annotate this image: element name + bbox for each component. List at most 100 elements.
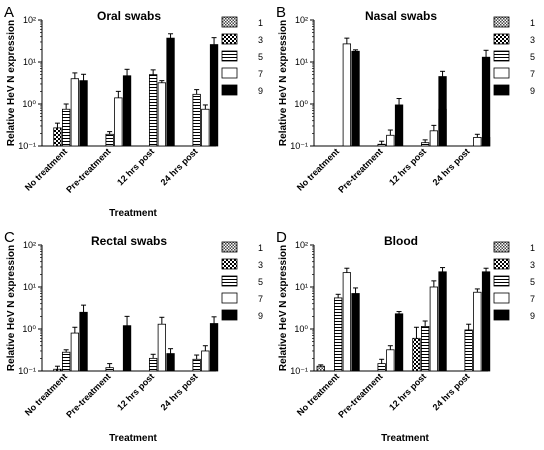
legend-label: 1 (258, 18, 263, 28)
legend-label: 9 (258, 311, 263, 321)
y-tick-label: 10¹ (295, 57, 308, 67)
legend-swatch-3 (493, 258, 510, 270)
legend-label: 9 (530, 86, 535, 96)
bar-9 (79, 80, 88, 147)
y-tick-label: 10⁰ (22, 99, 36, 109)
bar-9 (351, 50, 360, 147)
x-category-label: 12 hrs post (387, 371, 428, 412)
panel-title: Oral swabs (97, 9, 161, 23)
bar-7 (201, 350, 210, 372)
x-category-label: 12 hrs post (387, 146, 428, 187)
panel-letter: C (4, 229, 15, 246)
panel-title: Nasal swabs (365, 9, 437, 23)
legend-swatch-3 (221, 258, 238, 270)
legend-swatch-7 (493, 67, 510, 79)
bar-9 (79, 311, 88, 372)
panel-letter: D (276, 229, 287, 246)
legend-label: 5 (530, 52, 535, 62)
bar-9 (438, 271, 447, 372)
bar-9 (166, 353, 175, 372)
bar-5 (420, 326, 430, 372)
x-category-label: 24 hrs post (159, 146, 200, 187)
bar-7 (342, 43, 351, 147)
y-tick-label: 10⁻¹ (18, 141, 36, 151)
y-tick-label: 10² (23, 15, 36, 25)
x-category-label: Pre-treatment (336, 371, 384, 419)
legend-swatch-1 (493, 16, 510, 28)
x-category-label: 24 hrs post (431, 146, 472, 187)
x-category-label: 24 hrs post (431, 371, 472, 412)
y-axis-label: Relative HeV N expression (278, 20, 289, 146)
bar-9 (394, 313, 404, 372)
x-category-label: No treatment (295, 146, 341, 192)
legend-swatch-7 (221, 67, 238, 79)
panel-a: A Oral swabs Relative HeV N expression 10⁻¹… (4, 4, 263, 219)
bar-7 (70, 78, 79, 147)
legend-label: 1 (530, 243, 535, 253)
bar-9 (209, 44, 219, 147)
bar-9 (166, 37, 175, 147)
legend-swatch-9 (493, 309, 510, 321)
y-tick-label: 10⁻¹ (18, 366, 36, 376)
bar-5 (148, 357, 158, 372)
panel-title: Rectal swabs (91, 234, 167, 248)
bar-9 (394, 104, 404, 147)
y-tick-label: 10⁻¹ (290, 141, 308, 151)
panel-title: Blood (384, 234, 418, 248)
legend-swatch-1 (493, 241, 510, 253)
y-tick-label: 10² (23, 240, 36, 250)
x-axis-label: Treatment (381, 433, 429, 444)
x-category-label: 12 hrs post (115, 146, 156, 187)
bar-5 (377, 143, 386, 147)
bar-5 (334, 297, 343, 372)
bar-9 (438, 76, 447, 147)
legend-swatch-1 (221, 241, 238, 253)
y-tick-label: 10⁰ (294, 99, 308, 109)
bar-9 (122, 325, 132, 372)
panel-b: B Nasal swabs Relative HeV N expression 10⁻… (276, 4, 535, 195)
legend-swatch-3 (221, 33, 238, 45)
bar-9 (209, 323, 219, 372)
legend-swatch-7 (221, 292, 238, 304)
x-category-label: 24 hrs post (159, 371, 200, 412)
bar-5 (62, 108, 71, 147)
y-tick-label: 10¹ (23, 282, 36, 292)
y-tick-label: 10¹ (295, 282, 308, 292)
legend-label: 5 (530, 277, 535, 287)
y-tick-label: 10⁻¹ (290, 366, 308, 376)
x-category-label: No treatment (23, 371, 69, 417)
legend-label: 5 (258, 52, 263, 62)
y-tick-label: 10⁰ (294, 324, 308, 334)
bar-5 (148, 74, 158, 147)
bar-7 (386, 134, 395, 147)
y-axis-label: Relative HeV N expression (278, 245, 289, 371)
bar-7 (429, 286, 439, 372)
x-category-label: Pre-treatment (64, 371, 112, 419)
legend-label: 9 (258, 86, 263, 96)
panel-letter: B (276, 4, 286, 21)
bar-5 (192, 358, 201, 372)
bar-9 (481, 271, 491, 372)
bar-7 (429, 130, 439, 147)
legend-swatch-3 (493, 33, 510, 45)
bar-3 (53, 368, 62, 372)
bar-5 (105, 367, 114, 372)
y-axis-label: Relative HeV N expression (6, 245, 17, 371)
y-axis-label: Relative HeV N expression (6, 20, 17, 146)
x-category-label: No treatment (23, 146, 69, 192)
panel-letter: A (4, 4, 14, 21)
bar-7 (473, 137, 482, 147)
bar-5 (192, 93, 201, 147)
bar-7 (386, 349, 395, 372)
x-category-label: Pre-treatment (64, 146, 112, 194)
bar-7 (70, 332, 79, 372)
legend-label: 1 (258, 243, 263, 253)
legend-swatch-7 (493, 292, 510, 304)
legend-swatch-9 (221, 84, 238, 96)
y-tick-label: 10⁰ (22, 324, 36, 334)
legend-swatch-5 (493, 50, 510, 62)
x-axis-label: Treatment (109, 208, 157, 219)
bar-1 (316, 365, 325, 372)
